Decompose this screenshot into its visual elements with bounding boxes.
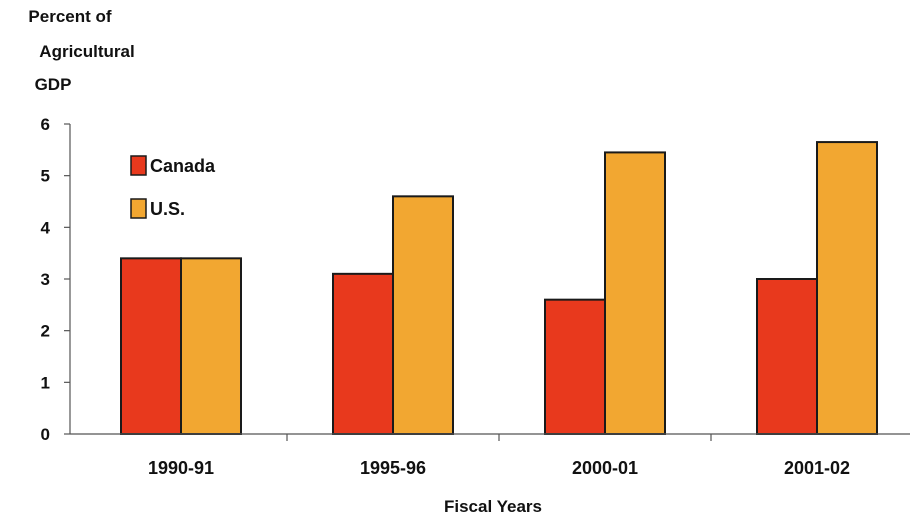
bar-us-1990-91 xyxy=(180,257,242,436)
y-tick-label: 6 xyxy=(41,115,50,134)
y-axis-title: Percent of Agricultural GDP xyxy=(28,7,134,94)
category-label: 2001-02 xyxy=(784,458,850,478)
y-axis-title-line-1: Percent of xyxy=(28,7,111,26)
bar-canada-2001-02 xyxy=(756,278,818,435)
bar-canada-1990-91 xyxy=(120,257,182,436)
legend-swatch xyxy=(130,198,147,219)
bar-us-2001-02 xyxy=(816,141,878,435)
legend-label: U.S. xyxy=(150,199,185,219)
y-tick-label: 2 xyxy=(41,322,50,341)
bar-us-1995-96 xyxy=(392,195,454,435)
y-tick-label: 4 xyxy=(41,218,51,237)
bar-canada-2000-01 xyxy=(544,298,606,435)
y-tick-label: 0 xyxy=(41,425,50,444)
bar-canada-1995-96 xyxy=(332,272,394,436)
y-tick-label: 1 xyxy=(41,373,50,392)
category-labels: 1990-91 1995-96 2000-01 2001-02 xyxy=(148,458,850,478)
y-axis-title-line-3: GDP xyxy=(35,75,72,94)
x-axis-ticks xyxy=(286,434,712,441)
y-tick-label: 5 xyxy=(41,167,50,186)
x-axis-title: Fiscal Years xyxy=(444,497,542,516)
category-label: 1990-91 xyxy=(148,458,214,478)
y-axis-ticks: 0 1 2 3 4 5 6 xyxy=(41,115,70,444)
legend: Canada U.S. xyxy=(130,155,216,219)
category-label: 2000-01 xyxy=(572,458,638,478)
category-label: 1995-96 xyxy=(360,458,426,478)
bar-us-2000-01 xyxy=(604,151,666,436)
y-tick-label: 3 xyxy=(41,270,50,289)
y-axis-title-line-2: Agricultural xyxy=(39,42,134,61)
bars-group xyxy=(120,141,878,436)
legend-label: Canada xyxy=(150,156,216,176)
legend-swatch xyxy=(130,155,147,176)
